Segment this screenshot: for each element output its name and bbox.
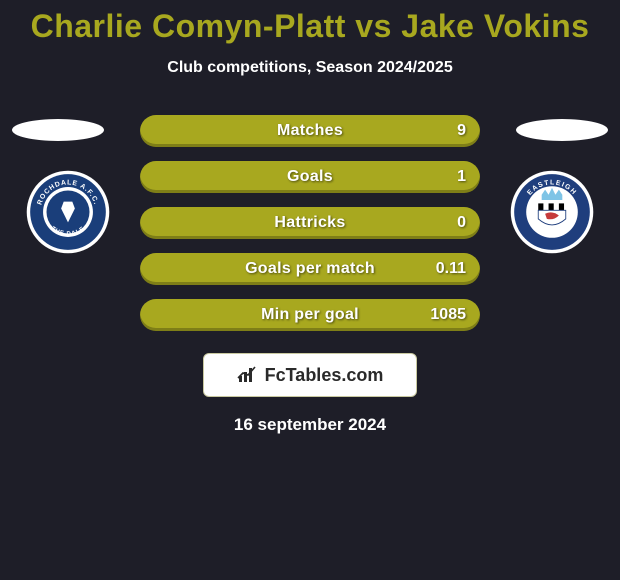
stat-row-goals: Goals 1 — [140, 161, 480, 193]
stat-value: 1 — [457, 168, 466, 186]
comparison-panel: ROCHDALE A.F.C. THE DALE EASTLEIGH F.C. — [0, 115, 620, 435]
club-badge-left: ROCHDALE A.F.C. THE DALE — [25, 169, 111, 255]
stat-row-hattricks: Hattricks 0 — [140, 207, 480, 239]
club-badge-right: EASTLEIGH F.C. — [509, 169, 595, 255]
stat-value: 0.11 — [436, 260, 466, 278]
page-title: Charlie Comyn-Platt vs Jake Vokins — [0, 0, 620, 45]
rochdale-badge-icon: ROCHDALE A.F.C. THE DALE — [25, 169, 111, 255]
stats-list: Matches 9 Goals 1 Hattricks 0 Goals per … — [140, 115, 480, 331]
player-shadow-left — [12, 119, 104, 141]
stat-value: 1085 — [430, 306, 466, 324]
stat-row-goals-per-match: Goals per match 0.11 — [140, 253, 480, 285]
stat-label: Min per goal — [140, 306, 480, 324]
stat-label: Goals — [140, 168, 480, 186]
stat-row-min-per-goal: Min per goal 1085 — [140, 299, 480, 331]
brand-box: FcTables.com — [203, 353, 417, 397]
bar-chart-icon — [237, 366, 259, 384]
stat-label: Hattricks — [140, 214, 480, 232]
date-text: 16 september 2024 — [0, 415, 620, 435]
stat-value: 9 — [457, 122, 466, 140]
stat-row-matches: Matches 9 — [140, 115, 480, 147]
stat-label: Goals per match — [140, 260, 480, 278]
player-shadow-right — [516, 119, 608, 141]
brand-text: FcTables.com — [265, 365, 384, 386]
stat-value: 0 — [457, 214, 466, 232]
stat-label: Matches — [140, 122, 480, 140]
page-subtitle: Club competitions, Season 2024/2025 — [0, 59, 620, 77]
eastleigh-badge-icon: EASTLEIGH F.C. — [509, 169, 595, 255]
